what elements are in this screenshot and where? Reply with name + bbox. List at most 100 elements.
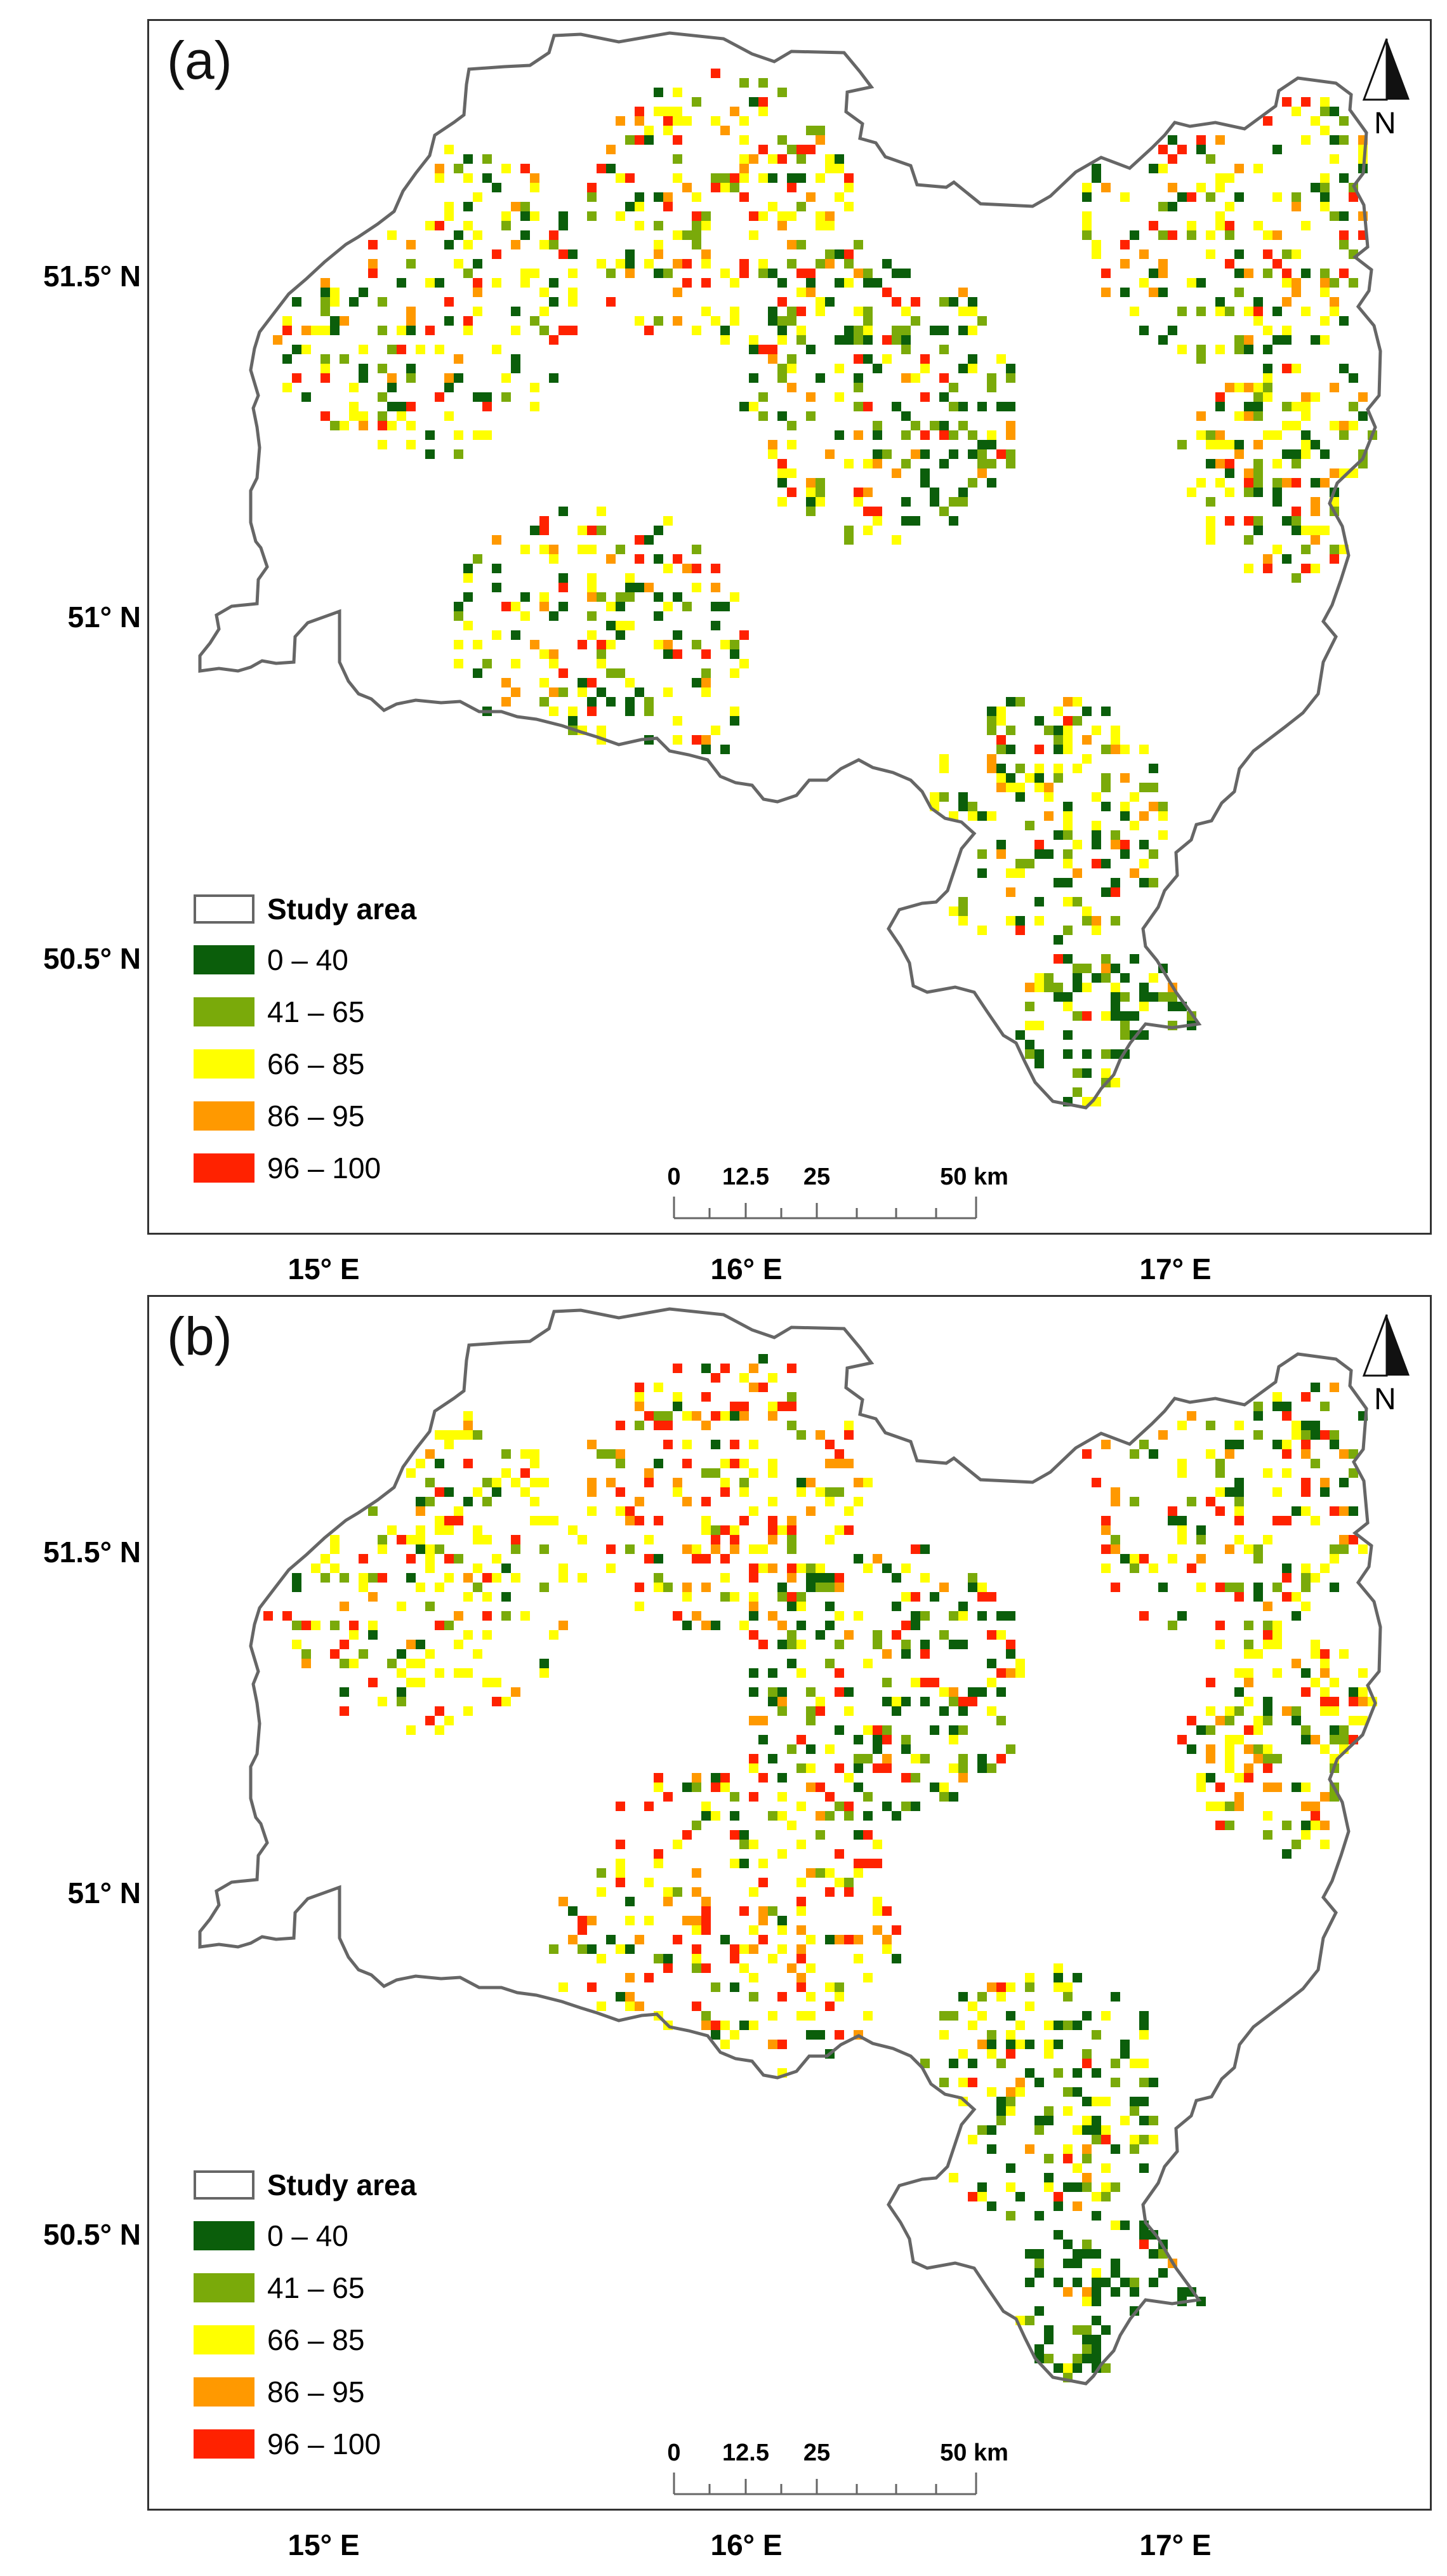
raster-cell xyxy=(1206,516,1215,526)
raster-cell xyxy=(901,1773,911,1783)
raster-cell xyxy=(1111,2182,1120,2192)
raster-cell xyxy=(806,278,816,288)
raster-cell xyxy=(473,1535,482,1544)
raster-cell xyxy=(635,202,644,211)
raster-cell xyxy=(349,1621,359,1630)
raster-cell xyxy=(854,1754,863,1763)
raster-cell xyxy=(1253,1744,1263,1754)
raster-cell xyxy=(1044,2021,1054,2030)
raster-cell xyxy=(1006,1668,1015,1678)
raster-cell xyxy=(1215,1716,1225,1725)
raster-cell xyxy=(1082,2240,1092,2249)
raster-cell xyxy=(720,640,730,649)
raster-cell xyxy=(806,2011,816,2021)
raster-cell xyxy=(663,192,673,202)
raster-cell xyxy=(844,278,854,288)
raster-cell xyxy=(739,1373,749,1383)
raster-cell xyxy=(996,840,1006,849)
raster-cell xyxy=(768,2040,777,2049)
raster-cell xyxy=(1063,811,1073,821)
raster-cell xyxy=(901,497,911,507)
raster-cell xyxy=(1244,402,1253,411)
raster-cell xyxy=(1149,783,1158,792)
raster-cell xyxy=(787,1821,796,1830)
raster-cell xyxy=(425,1649,435,1659)
raster-cell xyxy=(654,554,663,564)
raster-cell xyxy=(1349,192,1358,202)
raster-cell xyxy=(1063,2154,1073,2163)
raster-cell xyxy=(1092,2297,1101,2306)
raster-cell xyxy=(1330,421,1339,430)
raster-cell xyxy=(739,402,749,411)
raster-cell xyxy=(816,1783,825,1792)
raster-cell xyxy=(1196,307,1206,316)
raster-cell xyxy=(1234,1421,1244,1430)
raster-cell xyxy=(1253,297,1263,307)
raster-cell xyxy=(996,783,1006,792)
raster-cell xyxy=(825,2002,835,2011)
raster-cell xyxy=(511,1478,520,1487)
raster-cell xyxy=(1263,392,1272,402)
raster-cell xyxy=(816,1811,825,1821)
raster-cell xyxy=(844,326,854,335)
latitude-label-50-5: 50.5° N xyxy=(43,942,141,975)
raster-cell xyxy=(1225,459,1234,468)
raster-cell xyxy=(454,1640,463,1649)
raster-cell xyxy=(654,1773,663,1783)
raster-cell xyxy=(587,697,597,707)
raster-cell xyxy=(1158,269,1168,278)
raster-cell xyxy=(1168,202,1177,211)
raster-cell xyxy=(1301,1802,1311,1811)
raster-cell xyxy=(1082,2011,1092,2021)
raster-cell xyxy=(768,1668,777,1678)
raster-cell xyxy=(1111,878,1120,887)
raster-cell xyxy=(777,297,787,307)
raster-cell xyxy=(1139,811,1149,821)
raster-cell xyxy=(482,1611,492,1621)
north-arrow-icon xyxy=(1362,38,1410,101)
raster-cell xyxy=(1130,230,1139,240)
raster-cell xyxy=(587,630,597,640)
raster-cell xyxy=(1339,1449,1349,1459)
raster-cell xyxy=(682,602,692,611)
raster-cell xyxy=(796,1906,806,1916)
raster-cell xyxy=(1215,478,1225,488)
raster-cell xyxy=(892,468,901,478)
raster-cell xyxy=(511,354,520,364)
raster-cell xyxy=(616,1944,625,1954)
raster-cell xyxy=(768,1611,777,1621)
raster-cell xyxy=(854,1763,863,1773)
raster-cell xyxy=(739,1459,749,1468)
raster-cell xyxy=(1054,726,1063,735)
raster-cell xyxy=(768,1954,777,1963)
raster-cell xyxy=(292,345,301,354)
raster-cell xyxy=(1301,269,1311,278)
raster-cell xyxy=(1034,983,1044,992)
raster-cell xyxy=(854,1735,863,1744)
raster-cell xyxy=(692,545,701,554)
raster-cell xyxy=(882,259,892,269)
raster-cell xyxy=(663,202,673,211)
raster-cell xyxy=(1092,840,1101,849)
raster-cell xyxy=(1063,2240,1073,2249)
raster-cell xyxy=(539,697,549,707)
raster-cell xyxy=(835,1849,844,1859)
raster-cell xyxy=(1349,421,1358,430)
raster-cell xyxy=(873,421,882,430)
raster-cell xyxy=(673,316,682,326)
raster-cell xyxy=(520,164,530,173)
raster-cell xyxy=(949,1725,958,1735)
raster-cell xyxy=(1082,2144,1092,2154)
raster-cell xyxy=(1263,1602,1272,1611)
raster-cell xyxy=(549,687,558,697)
raster-cell xyxy=(1234,1497,1244,1506)
raster-cell xyxy=(368,1678,378,1687)
raster-cell xyxy=(1320,1668,1330,1678)
raster-cell xyxy=(1330,1506,1339,1516)
raster-cell xyxy=(340,421,349,430)
raster-cell xyxy=(673,116,682,126)
raster-cell xyxy=(1301,392,1311,402)
raster-cell xyxy=(806,507,816,516)
raster-cell xyxy=(473,192,482,202)
raster-cell xyxy=(454,164,463,173)
